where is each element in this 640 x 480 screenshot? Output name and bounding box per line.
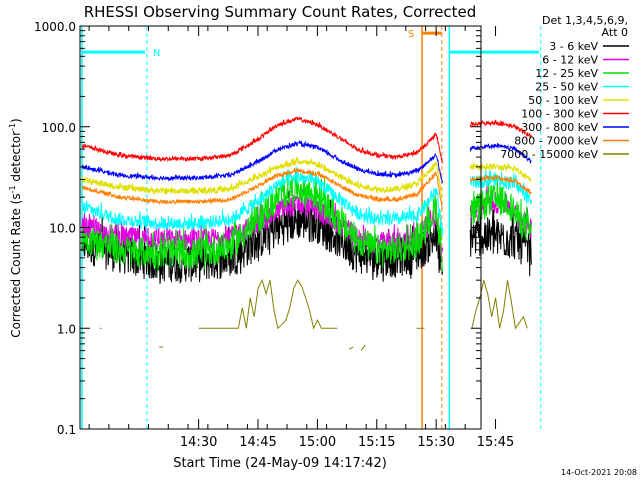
interval-segment-2 [448, 26, 542, 429]
x-tick-label: 15:15 [358, 435, 395, 450]
y-tick-label: 1000.0 [34, 20, 76, 34]
legend-entry: 800 - 7000 keV [514, 135, 629, 148]
x-tick-label: 15:45 [477, 435, 514, 450]
series-line [469, 173, 532, 195]
series-12-25-kev [81, 171, 532, 273]
legend-entry: 300 - 800 keV [521, 121, 629, 134]
x-tick-label: 14:30 [180, 435, 217, 450]
legend-label: 50 - 100 keV [528, 94, 598, 107]
count-rate-series [81, 115, 532, 351]
series-line [469, 143, 532, 165]
series-line [81, 167, 444, 209]
plot-axes: 1000.0 100.0 10.0 1.0 0.1 14:30 14:45 15:00 15:1… [34, 20, 514, 450]
x-tick-label: 15:30 [417, 435, 454, 450]
x-tick-label: 14:45 [239, 435, 276, 450]
series-line [469, 169, 532, 205]
legend-entry: 25 - 50 keV [535, 81, 629, 94]
interval-label: S [408, 29, 414, 40]
x-axis-label: Start Time (24-May-09 14:17:42) [173, 456, 387, 471]
series-line [81, 167, 444, 238]
legend-label: 100 - 300 keV [521, 108, 598, 121]
y-axis-label: Corrected Count Rate (s-1 detector-1) [8, 118, 23, 337]
series-line [81, 156, 444, 200]
legend-label: 6 - 12 keV [542, 54, 598, 67]
legend-entry: 50 - 100 keV [528, 94, 629, 107]
y-axis-label-sup1: -1 [8, 185, 17, 193]
footer-date: 14-Oct-2021 20:08 [561, 468, 637, 477]
series-line [198, 278, 338, 330]
y-axis-label-sup2: -1 [8, 123, 17, 131]
series-line [469, 208, 532, 277]
legend-label: 12 - 25 keV [535, 67, 598, 80]
series-50-100-kev [81, 156, 532, 200]
series-line [469, 174, 532, 241]
legend-entry: 12 - 25 keV [535, 67, 629, 80]
series-line [348, 346, 354, 350]
y-axis-label-main: Corrected Count Rate (s [9, 193, 23, 337]
series-line [81, 115, 444, 164]
legend-label: 25 - 50 keV [535, 81, 598, 94]
series-300-800-kev [81, 139, 532, 184]
y-tick-label: 100.0 [42, 121, 76, 135]
series-line [471, 280, 528, 330]
interval-label: N [153, 48, 160, 59]
legend-entry: 6 - 12 keV [542, 54, 629, 67]
legend-header-line: Det 1,3,4,5,6,9, [542, 14, 628, 27]
series-800-7000-kev [81, 167, 532, 209]
chart-title: RHESSI Observing Summary Count Rates, Co… [84, 3, 477, 21]
series-line [360, 344, 366, 351]
x-tick-label: 15:00 [299, 435, 336, 450]
y-axis-label-end: ) [9, 118, 23, 123]
y-axis-label-mid: detector [9, 131, 23, 186]
series-100-300-kev [81, 115, 532, 164]
series-7000-15000-kev [99, 278, 528, 351]
legend-entry: 100 - 300 keV [521, 108, 629, 121]
legend-label: 300 - 800 keV [521, 121, 598, 134]
y-tick-label: 0.1 [57, 423, 76, 437]
y-tick-label: 10.0 [49, 222, 76, 236]
series-line [81, 139, 444, 184]
legend-label: 3 - 6 keV [549, 40, 598, 53]
series-line [469, 162, 532, 183]
legend-label: 7000 - 15000 keV [500, 148, 598, 161]
y-tick-label: 1.0 [57, 322, 76, 336]
series-25-50-kev [81, 167, 532, 238]
series-line [469, 119, 532, 139]
legend-label: 800 - 7000 keV [514, 135, 598, 148]
legend-header-line: Att 0 [602, 26, 628, 39]
series-line [81, 171, 444, 273]
legend-entry: 7000 - 15000 keV [500, 148, 629, 161]
legend-entry: 3 - 6 keV [549, 40, 629, 53]
